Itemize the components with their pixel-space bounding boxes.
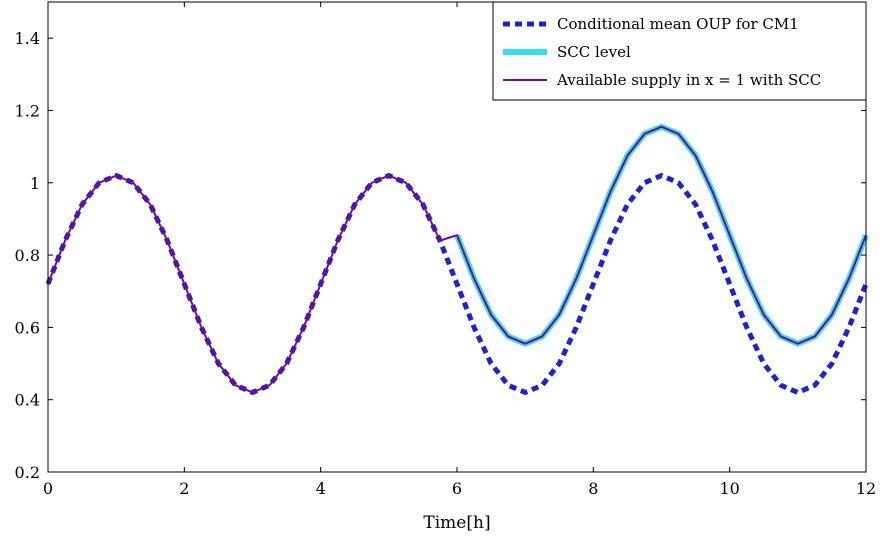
axis-ticks: 0 2 4 6 8 10 12 0.2 0.4 0.6 0.8 1 1.2 1.4 xyxy=(15,2,876,498)
x-tick-label: 2 xyxy=(179,479,189,498)
x-tick-label: 10 xyxy=(719,479,739,498)
x-tick-label: 6 xyxy=(452,479,462,498)
y-tick-label: 0.6 xyxy=(15,318,40,337)
series-line-2 xyxy=(454,123,869,347)
y-tick-label: 0.2 xyxy=(15,463,40,482)
legend-label-3: Available supply in x = 1 with SCC xyxy=(556,71,821,89)
x-tick-label: 12 xyxy=(856,479,876,498)
series-line-1 xyxy=(45,173,869,395)
series-group xyxy=(45,123,869,395)
y-tick-label: 1 xyxy=(30,174,40,193)
y-tick-label: 1.2 xyxy=(15,101,40,120)
series-line-3 xyxy=(47,125,867,394)
y-tick-label: 0.4 xyxy=(15,391,40,410)
x-tick-label: 0 xyxy=(43,479,53,498)
y-tick-label: 1.4 xyxy=(15,29,40,48)
legend-box xyxy=(492,1,867,101)
legend-label-2: SCC level xyxy=(557,43,631,61)
x-tick-label: 4 xyxy=(316,479,326,498)
x-axis-title: Time[h] xyxy=(423,513,490,533)
legend: Conditional mean OUP for CM1 SCC level Ava… xyxy=(492,1,867,101)
x-tick-label: 8 xyxy=(588,479,598,498)
legend-label-1: Conditional mean OUP for CM1 xyxy=(557,15,799,33)
y-tick-label: 0.8 xyxy=(15,246,40,265)
